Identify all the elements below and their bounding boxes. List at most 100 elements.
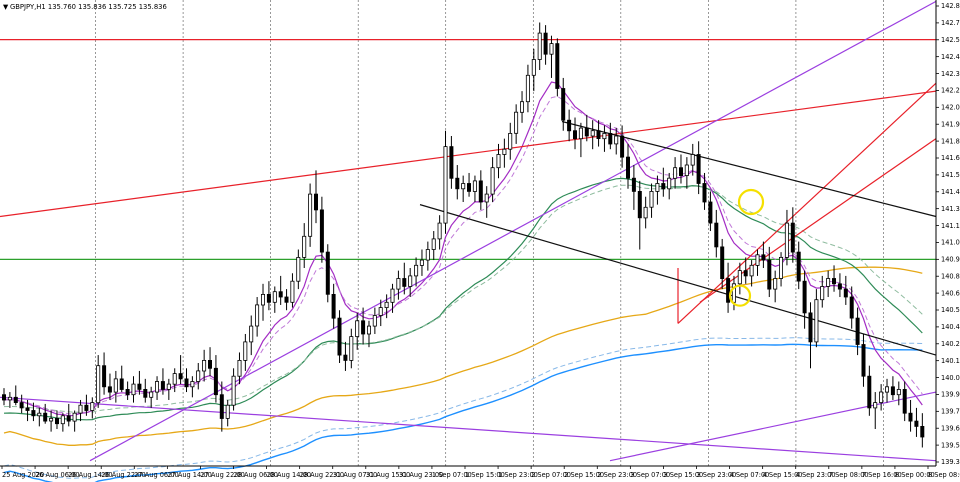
candle-bull [643, 206, 648, 219]
highlights [728, 188, 765, 307]
ema-fast-dashed-line [3, 95, 923, 415]
red-channel-lower [699, 138, 937, 303]
candle-bear [402, 278, 407, 287]
price-tick-label: 140.925 [941, 256, 960, 264]
candle-bear [25, 407, 30, 411]
candle-bull [131, 383, 136, 396]
price-tick-label: 140.800 [941, 272, 960, 280]
time-tick-label: 26 Aug 14:00 [68, 471, 112, 479]
candle-bull [396, 278, 401, 290]
candle-bear [361, 320, 366, 335]
price-tick-label: 142.335 [941, 70, 960, 78]
candle-bull [425, 249, 430, 261]
candle-bear [455, 177, 460, 190]
header-arrow-icon[interactable]: ▼ [3, 3, 9, 11]
price-tick-label: 140.545 [941, 306, 960, 314]
candle-bear [808, 312, 813, 343]
candle-bull [260, 293, 265, 306]
candle-bear [573, 130, 578, 139]
candle-bear [920, 425, 925, 438]
candle-bear [137, 383, 142, 390]
candle-bull [684, 164, 689, 177]
purple-trendline-down [0, 396, 937, 462]
candle-bull [590, 130, 595, 137]
candle-bull [72, 412, 77, 422]
time-tick-label: 4 Sep 15:00 [763, 471, 803, 479]
candle-bull [537, 32, 542, 60]
candle-bear [278, 291, 283, 298]
candle-bull [667, 177, 672, 190]
candle-bear [661, 183, 666, 190]
candle-bear [55, 417, 60, 425]
price-tick-label: 139.520 [941, 441, 960, 449]
candle-bear [596, 130, 601, 139]
candle-bull [349, 336, 354, 361]
black-channel-upper [561, 120, 937, 218]
candle-bear [696, 154, 701, 184]
price-tick-label: 142.715 [941, 19, 960, 27]
time-tick-label: 27 Aug 06:00 [134, 471, 178, 479]
candle-bear [902, 388, 907, 414]
candle-bull [437, 222, 442, 240]
candle-bull [749, 264, 754, 277]
candle-bear [861, 344, 866, 377]
candle-bull [243, 341, 248, 361]
candle-bull [49, 417, 54, 422]
header-ohlc: GBPJPY,H1 135.760 135.836 135.725 135.83… [10, 3, 167, 11]
price-tick-label: 140.290 [941, 340, 960, 348]
time-tick-label: 28 Aug 14:00 [267, 471, 311, 479]
candle-bear [319, 209, 324, 253]
price-tick-label: 142.845 [941, 2, 960, 10]
candle-bear [802, 280, 807, 314]
candle-bear [837, 283, 842, 290]
time-tick-label: 26 Aug 22:00 [101, 471, 145, 479]
candle-bull [525, 74, 530, 103]
price-tick-label: 140.160 [941, 357, 960, 365]
candle-bear [66, 415, 71, 422]
price-tick-label: 140.415 [941, 323, 960, 331]
time-tick-label: 3 Sep 23:00 [697, 471, 737, 479]
candle-bull [225, 404, 230, 419]
candle-bull [755, 254, 760, 266]
candle-bear [449, 146, 454, 179]
price-tick-label: 139.650 [941, 424, 960, 432]
price-tick-label: 141.055 [941, 239, 960, 247]
candle-bear [31, 410, 36, 417]
ma-green-line [3, 177, 923, 421]
candle-bull [779, 256, 784, 279]
time-tick-label: 25 Aug 2020 [2, 471, 44, 479]
highlight-circle-top [737, 188, 765, 216]
candle-bull [873, 402, 878, 409]
candle-bear [119, 378, 124, 390]
candle-bull [814, 299, 819, 343]
candle-bull [190, 381, 195, 388]
time-tick-label: 8 Sep 08:00 [928, 471, 960, 479]
candle-bull [390, 288, 395, 303]
candle-bear [331, 293, 336, 319]
time-tick-label: 3 Sep 07:00 [630, 471, 670, 479]
price-tick-label: 142.460 [941, 53, 960, 61]
price-tick-label: 142.205 [941, 87, 960, 95]
candle-bear [266, 293, 271, 303]
black-channel-lower [419, 204, 937, 356]
candle-bull [113, 378, 118, 393]
candle-bull [690, 154, 695, 166]
candle-bull [96, 365, 101, 404]
candle-bull [90, 402, 95, 411]
time-tick-label: 1 Sep 15:00 [465, 471, 505, 479]
time-tick-label: 26 Aug 06:00 [35, 471, 79, 479]
candle-bear [43, 412, 48, 422]
candle-bull [508, 132, 513, 150]
candle-bull [896, 388, 901, 396]
candle-bull [737, 270, 742, 285]
candle-bull [655, 183, 660, 192]
candle-bear [767, 259, 772, 290]
candle-bull [490, 167, 495, 195]
candle-bear [584, 127, 589, 137]
candle-bull [78, 404, 83, 414]
red-trendline-long [0, 90, 937, 218]
trendlines [0, 0, 937, 462]
price-tick-label: 140.670 [941, 289, 960, 297]
